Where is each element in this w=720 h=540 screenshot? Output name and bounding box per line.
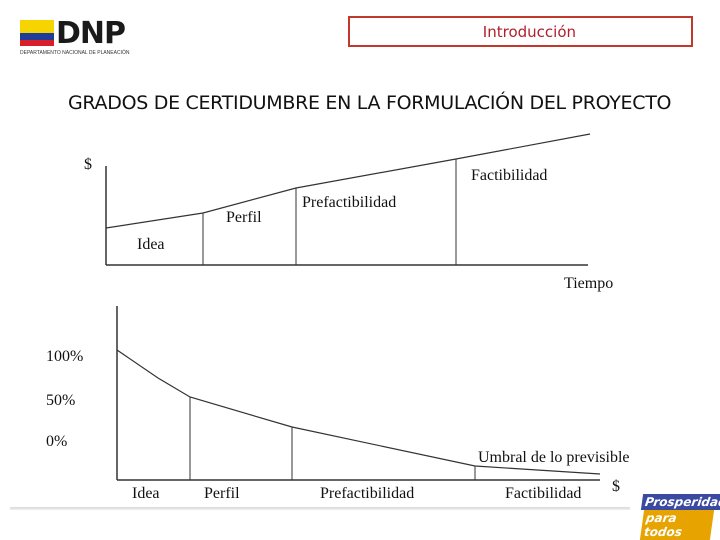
prosperidad-badge: Prosperidad para todos <box>636 488 720 540</box>
section-label: Introducción <box>482 22 576 41</box>
section-label-box: Introducción <box>348 16 693 47</box>
top-y-label: $ <box>84 156 92 173</box>
top-stage-idea: Idea <box>137 236 165 253</box>
bottom-tick-100: 100% <box>46 348 84 365</box>
bottom-tick-50: 50% <box>46 392 76 409</box>
slide-title: GRADOS DE CERTIDUMBRE EN LA FORMULACIÓN … <box>68 92 672 114</box>
bottom-uncertainty-curve <box>116 349 601 475</box>
bottom-tick-0: 0% <box>46 433 68 450</box>
bottom-stage-prefactibilidad: Prefactibilidad <box>320 485 415 502</box>
top-stage-prefactibilidad: Prefactibilidad <box>302 194 397 211</box>
top-stage-factibilidad: Factibilidad <box>471 167 548 184</box>
badge-line1: Prosperidad <box>640 494 720 510</box>
top-stage-perfil: Perfil <box>226 209 262 226</box>
bottom-end-label: $ <box>612 478 620 495</box>
bottom-curve-label: Umbral de lo previsible <box>478 449 630 466</box>
footer-divider <box>10 507 630 510</box>
logo-text: DNP <box>56 16 126 51</box>
colombia-flag-icon <box>20 20 54 46</box>
bottom-stage-idea: Idea <box>132 485 160 502</box>
bottom-stage-factibilidad: Factibilidad <box>505 485 582 502</box>
top-x-label: Tiempo <box>564 275 614 292</box>
dnp-logo: DNP DEPARTAMENTO NACIONAL DE PLANEACIÓN <box>20 14 140 58</box>
badge-line2: para todos <box>639 510 715 540</box>
logo-subtitle: DEPARTAMENTO NACIONAL DE PLANEACIÓN <box>20 50 130 56</box>
bottom-stage-perfil: Perfil <box>204 485 240 502</box>
